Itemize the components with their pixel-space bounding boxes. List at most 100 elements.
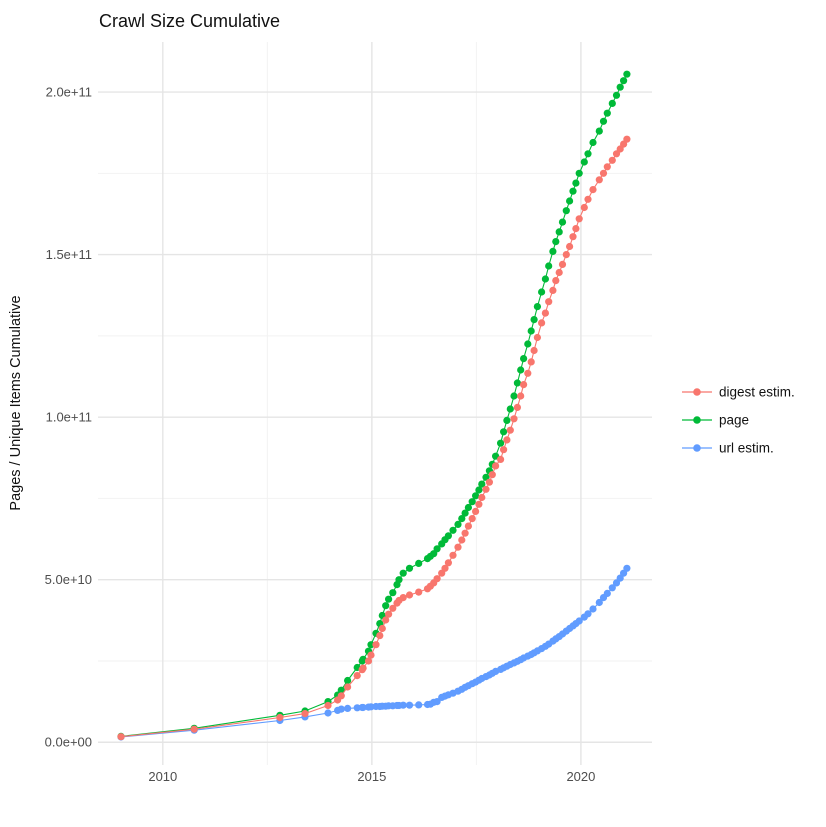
data-point (382, 616, 390, 624)
data-point (497, 455, 505, 463)
data-point (385, 595, 393, 603)
data-point (620, 77, 628, 85)
y-tick-label: 2.0e+11 (46, 85, 92, 100)
data-point (595, 127, 603, 135)
legend-label: page (719, 413, 749, 428)
data-point (538, 319, 546, 327)
data-point (344, 704, 352, 713)
data-point (475, 500, 483, 508)
data-point (589, 138, 597, 147)
data-point (389, 589, 397, 597)
data-point (608, 99, 616, 107)
data-point (569, 233, 577, 241)
data-point (552, 277, 560, 285)
data-point (510, 392, 518, 400)
data-point (458, 536, 466, 544)
data-point (500, 446, 508, 454)
data-point (359, 664, 367, 672)
x-tick-label: 2010 (148, 769, 177, 784)
data-point (538, 288, 546, 296)
y-axis-title: Pages / Unique Items Cumulative (8, 295, 24, 510)
data-point (464, 503, 472, 512)
y-axis-tick-labels: 0.0e+00 5.0e+10 1.0e+11 1.5e+11 2.0e+11 (45, 85, 92, 750)
data-point (441, 564, 449, 572)
data-point (372, 641, 380, 649)
data-point (367, 651, 375, 659)
data-point (376, 632, 384, 640)
data-point (468, 515, 476, 523)
data-point (468, 498, 476, 506)
legend-item-digest-estim-: digest estim. (682, 385, 795, 400)
data-point (584, 195, 592, 203)
data-point (503, 436, 511, 444)
legend-key-point (693, 444, 701, 452)
data-point (472, 492, 480, 500)
data-point (545, 262, 553, 270)
data-point (464, 522, 472, 530)
data-point (562, 207, 570, 215)
data-point (513, 403, 522, 411)
data-point (589, 186, 597, 194)
y-tick-label: 0.0e+00 (45, 735, 92, 750)
data-point (623, 135, 631, 143)
data-point (367, 641, 375, 649)
data-point (517, 392, 525, 400)
data-point (530, 316, 538, 324)
legend-label: digest estim. (719, 385, 795, 400)
legend: digest estim. page url estim. (682, 385, 795, 456)
data-point (608, 584, 616, 592)
data-point (524, 369, 532, 377)
data-point (616, 83, 624, 91)
data-point (454, 520, 462, 529)
series-layer (117, 70, 631, 741)
data-point (513, 379, 522, 387)
data-point (517, 366, 525, 374)
data-point (190, 725, 198, 733)
data-point (395, 576, 403, 584)
data-point (506, 405, 514, 413)
x-axis-tick-labels: 2010 2015 2020 (148, 769, 595, 784)
data-point (433, 545, 441, 553)
legend-key-point (693, 416, 701, 424)
data-point (458, 515, 466, 523)
data-point (399, 569, 407, 577)
data-point (337, 705, 345, 713)
data-point (569, 187, 577, 195)
data-point (399, 594, 407, 602)
data-point (584, 610, 592, 618)
data-point (337, 686, 345, 694)
series-url-estim- (117, 564, 631, 741)
data-point (359, 655, 367, 663)
data-point (449, 551, 457, 559)
data-point (584, 150, 592, 158)
data-point (415, 588, 423, 596)
data-point (623, 70, 631, 78)
data-point (603, 589, 611, 598)
y-tick-label: 1.5e+11 (46, 247, 92, 262)
data-point (599, 117, 608, 125)
data-point (530, 346, 538, 355)
data-point (603, 109, 611, 117)
data-point (461, 509, 469, 517)
data-point (520, 355, 528, 363)
data-point (503, 416, 511, 424)
data-point (389, 604, 397, 612)
data-point (562, 251, 570, 259)
data-point (301, 710, 309, 718)
data-point (580, 158, 588, 166)
legend-item-url-estim-: url estim. (682, 441, 774, 456)
data-point (324, 701, 332, 710)
data-point (558, 260, 567, 268)
data-point (589, 605, 597, 613)
legend-label: url estim. (719, 441, 774, 456)
data-point (415, 559, 423, 568)
data-point (444, 559, 452, 567)
data-point (533, 333, 542, 342)
data-point (510, 415, 518, 423)
minor-gridlines (98, 42, 652, 765)
data-point (399, 701, 407, 709)
data-point (475, 486, 483, 494)
data-point (478, 493, 486, 502)
